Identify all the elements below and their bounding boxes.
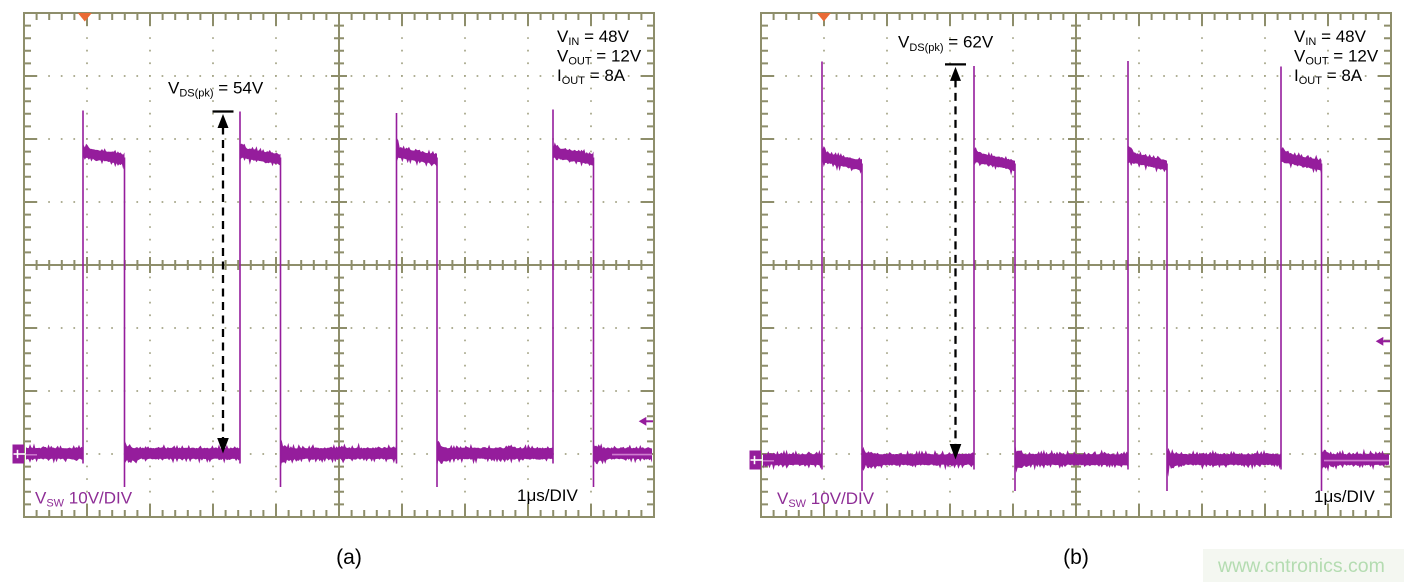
svg-text:VSW​ 10V/DIV: VSW​ 10V/DIV (777, 489, 875, 510)
svg-text:VIN​ = 48V: VIN​ = 48V (557, 27, 630, 48)
svg-text:VDS(pk)​ = 54V: VDS(pk)​ = 54V (168, 79, 264, 100)
svg-text:www.cntronics.com: www.cntronics.com (1217, 555, 1385, 577)
svg-text:IOUT​ = 8A: IOUT​ = 8A (1294, 66, 1363, 87)
svg-text:VOUT​ = 12V: VOUT​ = 12V (557, 47, 642, 68)
svg-text:VOUT​ = 12V: VOUT​ = 12V (1294, 47, 1379, 68)
svg-text:VDS(pk)​ = 62V: VDS(pk)​ = 62V (898, 33, 994, 54)
svg-text:1μs/DIV: 1μs/DIV (1314, 487, 1375, 506)
svg-text:(a): (a) (336, 546, 362, 569)
svg-text:VSW​ 10V/DIV: VSW​ 10V/DIV (35, 489, 133, 510)
svg-text:IOUT​ = 8A: IOUT​ = 8A (557, 66, 626, 87)
svg-text:VIN​ = 48V: VIN​ = 48V (1294, 27, 1367, 48)
svg-text:1μs/DIV: 1μs/DIV (517, 486, 578, 505)
svg-text:(b): (b) (1063, 546, 1089, 569)
